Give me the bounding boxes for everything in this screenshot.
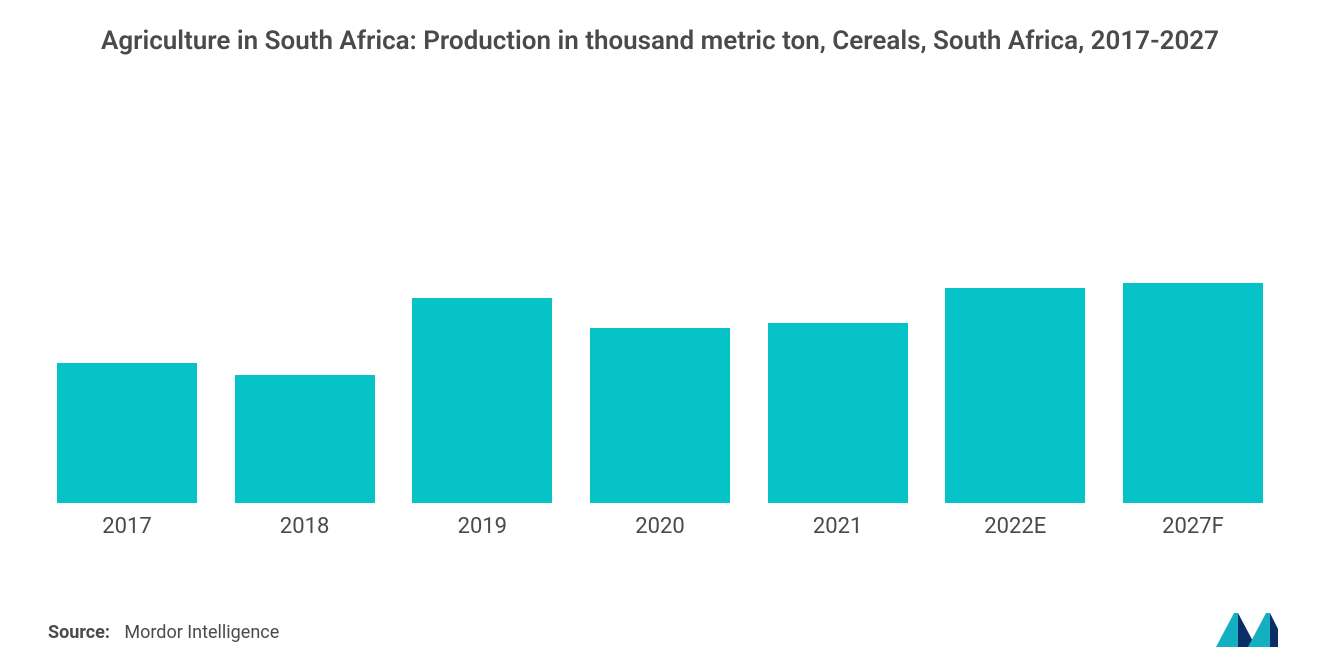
brand-logo-icon bbox=[1216, 607, 1278, 647]
source-line: Source: Mordor Intelligence bbox=[48, 622, 279, 643]
bar-slot bbox=[1118, 119, 1268, 503]
bar bbox=[412, 298, 552, 503]
chart-area: 2017 2018 2019 2020 2021 2022E 2027F bbox=[48, 119, 1272, 539]
x-axis-label: 2017 bbox=[52, 508, 202, 539]
plot-region bbox=[48, 119, 1272, 503]
bar bbox=[768, 323, 908, 503]
bar-slot bbox=[407, 119, 557, 503]
bar bbox=[590, 328, 730, 503]
bar bbox=[57, 363, 197, 503]
bar-slot bbox=[585, 119, 735, 503]
x-axis-label: 2021 bbox=[763, 508, 913, 539]
source-label: Source: bbox=[48, 622, 110, 643]
x-axis-label: 2018 bbox=[230, 508, 380, 539]
x-axis-label: 2020 bbox=[585, 508, 735, 539]
chart-title: Agriculture in South Africa: Production … bbox=[90, 24, 1230, 59]
x-axis-label: 2027F bbox=[1118, 508, 1268, 539]
bar-slot bbox=[52, 119, 202, 503]
bar bbox=[945, 288, 1085, 503]
bar-slot bbox=[763, 119, 913, 503]
x-axis-labels: 2017 2018 2019 2020 2021 2022E 2027F bbox=[48, 508, 1272, 539]
x-axis-label: 2019 bbox=[407, 508, 557, 539]
bar-slot bbox=[940, 119, 1090, 503]
bar bbox=[235, 375, 375, 503]
bars-container bbox=[48, 119, 1272, 503]
source-text: Mordor Intelligence bbox=[124, 622, 279, 643]
bar-slot bbox=[230, 119, 380, 503]
x-axis-label: 2022E bbox=[940, 508, 1090, 539]
bar bbox=[1123, 283, 1263, 503]
